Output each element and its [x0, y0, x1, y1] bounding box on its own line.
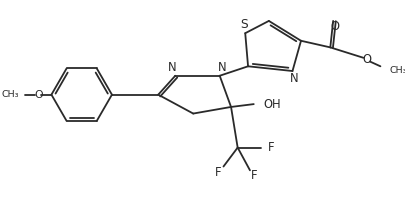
Text: CH₃: CH₃	[389, 66, 405, 75]
Text: O: O	[330, 20, 339, 33]
Text: S: S	[240, 18, 247, 31]
Text: OH: OH	[262, 98, 280, 111]
Text: O: O	[34, 90, 43, 100]
Text: N: N	[168, 61, 176, 74]
Text: N: N	[289, 72, 298, 85]
Text: CH₃: CH₃	[2, 90, 19, 99]
Text: O: O	[362, 53, 371, 66]
Text: N: N	[218, 61, 226, 74]
Text: F: F	[250, 169, 256, 183]
Text: F: F	[267, 141, 273, 154]
Text: F: F	[214, 166, 221, 179]
